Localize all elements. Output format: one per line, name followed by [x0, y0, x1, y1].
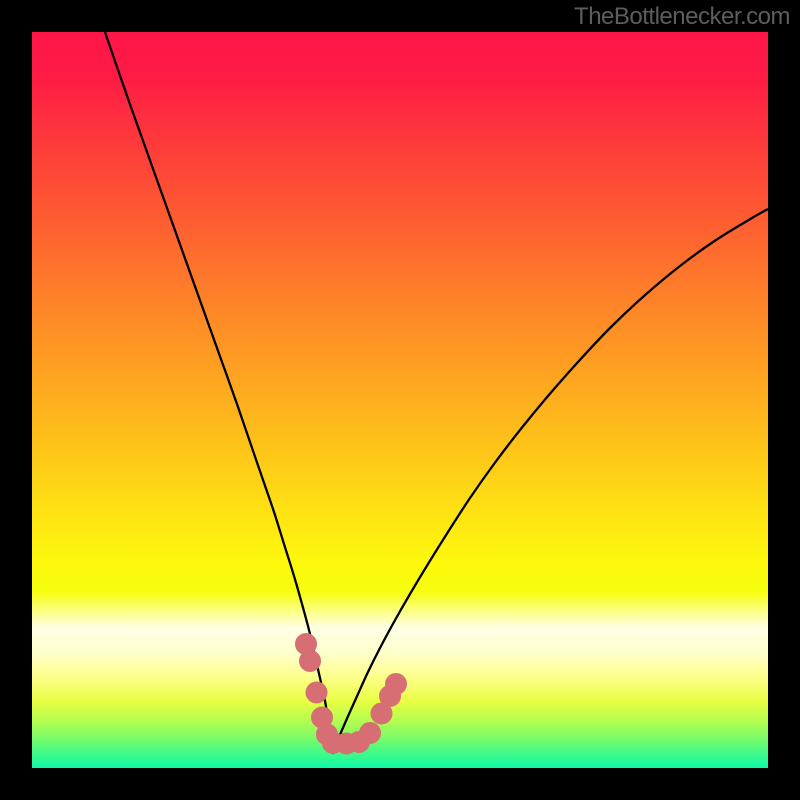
data-marker [386, 674, 407, 695]
data-marker [300, 651, 321, 672]
data-marker [360, 723, 381, 744]
chart-svg [32, 32, 768, 768]
data-marker [306, 682, 327, 703]
watermark-text: TheBottlenecker.com [574, 3, 790, 31]
plot-area [32, 32, 768, 768]
